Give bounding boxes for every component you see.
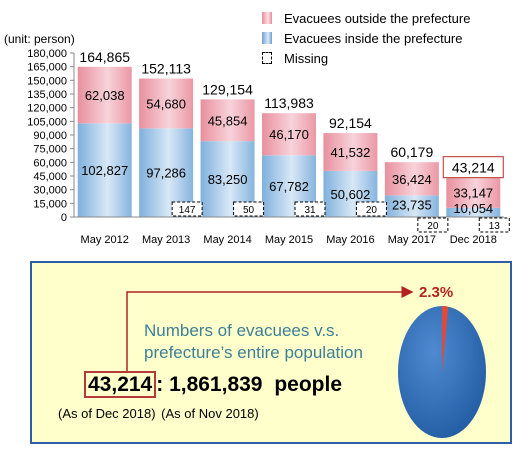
missing-box xyxy=(171,201,203,217)
legend: Evacuees outside the prefecture Evacuees… xyxy=(262,8,470,68)
unit-label: (unit: person) xyxy=(4,32,75,46)
y-tick-label: 90,000 xyxy=(33,130,67,142)
y-tick-label: 60,000 xyxy=(33,157,67,169)
bars xyxy=(77,66,501,217)
missing-label: 20 xyxy=(366,205,378,216)
bar-outside xyxy=(323,133,378,171)
as-of-dates: (As of Dec 2018) (As of Nov 2018) xyxy=(58,406,259,421)
evacuee-pie-slice xyxy=(442,306,449,372)
value-label-inside: 50,602 xyxy=(331,187,371,202)
missing-label: 20 xyxy=(427,221,439,232)
y-tick-label: 30,000 xyxy=(33,185,67,197)
total-label: 164,865 xyxy=(79,49,130,65)
total-highlight-box xyxy=(442,156,504,179)
total-label: 60,179 xyxy=(390,144,433,160)
asof-evacuees: (As of Dec 2018) xyxy=(58,406,156,421)
value-label-outside: 45,854 xyxy=(208,113,248,128)
x-tick-label: May 2015 xyxy=(265,234,313,246)
y-tick-label: 150,000 xyxy=(27,75,67,87)
ratio-separator: : xyxy=(156,373,170,396)
legend-label-missing: Missing xyxy=(284,50,329,66)
x-tick-label: May 2016 xyxy=(326,234,374,246)
total-label: 152,113 xyxy=(141,61,191,77)
legend-item-outside: Evacuees outside the prefecture xyxy=(262,8,470,28)
bar-outside xyxy=(262,113,316,156)
bar-inside xyxy=(384,195,439,217)
x-tick-label: Dec 2018 xyxy=(450,234,497,246)
people-unit: people xyxy=(274,373,343,396)
missing-label: 13 xyxy=(489,221,501,232)
missing-box xyxy=(355,201,387,217)
bar-outside xyxy=(384,162,439,196)
missing-box xyxy=(294,201,326,217)
x-tick-label: May 2017 xyxy=(388,234,436,246)
legend-label-inside: Evacuees inside the prefecture xyxy=(284,30,463,46)
legend-label-outside: Evacuees outside the prefecture xyxy=(284,10,471,26)
value-label-outside: 41,532 xyxy=(331,145,371,160)
value-label-outside: 54,680 xyxy=(146,96,186,111)
x-tick-label: May 2012 xyxy=(81,234,129,246)
missing-label: 31 xyxy=(304,205,316,216)
legend-swatch-inside xyxy=(262,32,272,44)
y-tick-label: 105,000 xyxy=(27,116,67,128)
panel-title: Numbers of evacuees v.s. prefecture’s en… xyxy=(144,321,363,362)
value-label-outside: 46,170 xyxy=(269,127,309,142)
legend-swatch-outside xyxy=(262,12,272,24)
value-label-outside: 36,424 xyxy=(392,172,432,187)
y-tick-label: 135,000 xyxy=(27,89,67,101)
value-label-inside: 10,054 xyxy=(453,201,493,216)
bar-inside xyxy=(77,123,132,217)
y-tick-label: 15,000 xyxy=(33,198,67,210)
population-count: 1,861,839 xyxy=(169,373,263,396)
value-label-inside: 97,286 xyxy=(146,166,186,181)
value-label-inside: 23,735 xyxy=(392,197,432,212)
missing-label: 147 xyxy=(179,205,196,216)
asof-population: (As of Nov 2018) xyxy=(161,406,259,421)
y-tick-label: 120,000 xyxy=(27,103,67,115)
y-tick-label: 165,000 xyxy=(27,62,67,74)
missing-box xyxy=(233,201,265,217)
value-label-inside: 67,782 xyxy=(269,179,309,194)
total-label: 92,154 xyxy=(329,115,372,131)
x-tick-label: May 2013 xyxy=(142,234,190,246)
value-label-outside: 33,147 xyxy=(453,186,493,201)
value-label-outside: 62,038 xyxy=(85,88,125,103)
x-axis: May 2012 May 2013 May 2014 May 2015 May 2016… xyxy=(74,216,504,246)
missing-box xyxy=(417,217,449,233)
x-tick-label: May 2014 xyxy=(203,234,251,246)
bar-outside xyxy=(139,78,194,129)
total-label: 43,214 xyxy=(452,160,495,176)
missing-box xyxy=(478,217,510,233)
value-label-inside: 83,250 xyxy=(208,172,248,187)
bar-inside xyxy=(446,207,501,217)
total-label: 113,983 xyxy=(264,95,314,111)
evacuees-vs-population: 43,214: 1,861,839 people xyxy=(84,371,343,398)
connector-arrow xyxy=(126,286,414,372)
total-label: 129,154 xyxy=(202,81,253,97)
legend-swatch-missing xyxy=(262,52,272,64)
bar-outside xyxy=(200,99,255,142)
bar-outside xyxy=(446,177,501,208)
value-label-inside: 102,827 xyxy=(81,163,128,178)
y-tick-label: 180,000 xyxy=(27,48,67,60)
y-tick-label: 0 xyxy=(61,212,67,224)
legend-item-missing: Missing xyxy=(262,48,470,68)
bar-outside xyxy=(77,66,132,124)
y-tick-label: 45,000 xyxy=(33,171,67,183)
missing-label: 50 xyxy=(243,205,255,216)
legend-item-inside: Evacuees inside the prefecture xyxy=(262,28,470,48)
bar-labels: 102,827 62,038 164,865 97,286 54,680 152,113 1… xyxy=(79,49,510,233)
percentage-label: 2.3% xyxy=(419,284,454,301)
y-tick-label: 75,000 xyxy=(33,144,67,156)
evacuees-count: 43,214 xyxy=(84,371,157,398)
